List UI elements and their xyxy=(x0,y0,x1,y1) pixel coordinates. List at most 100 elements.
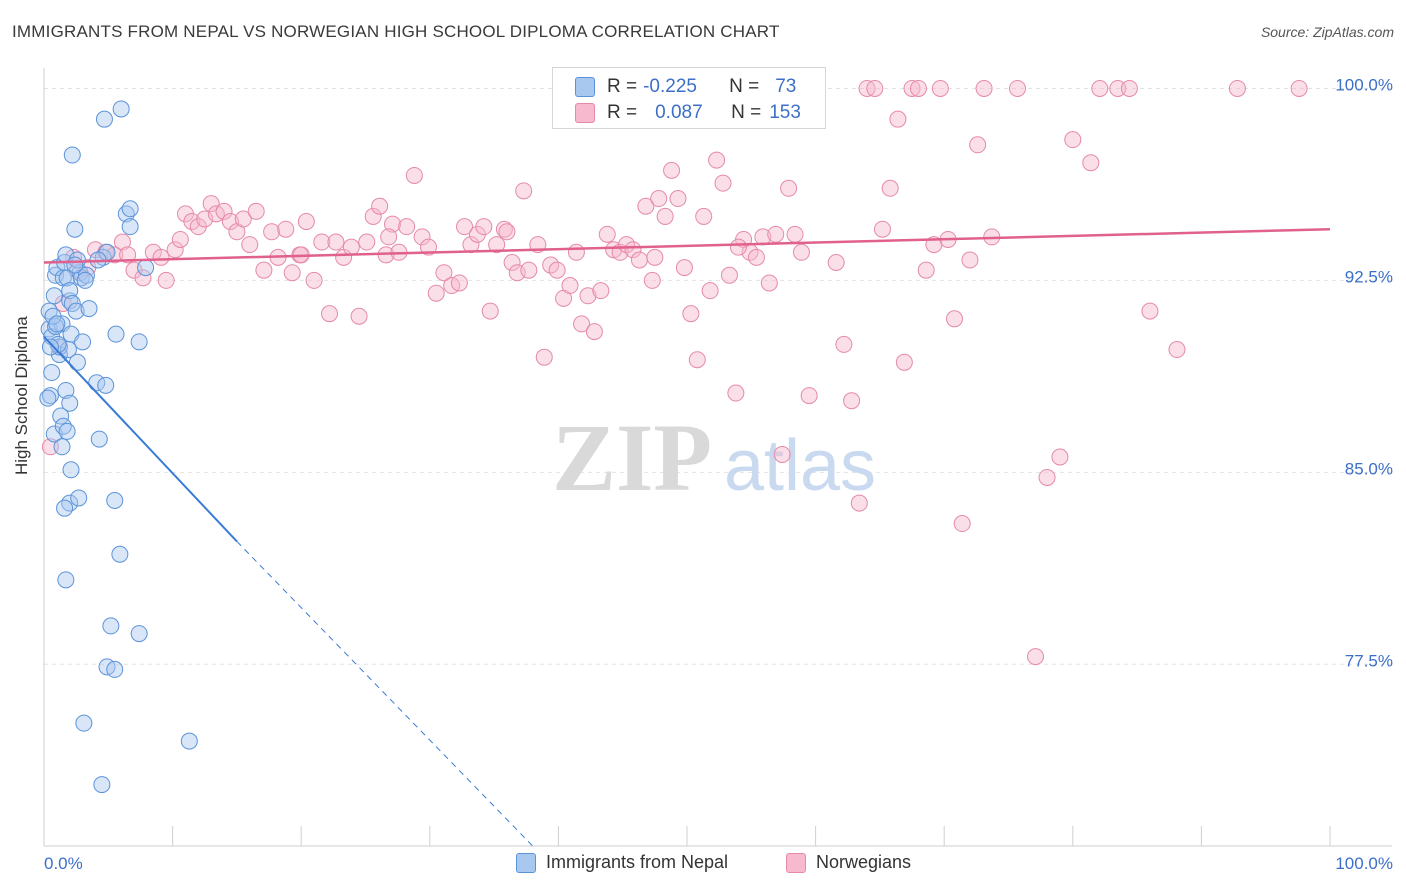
point-norwegians xyxy=(895,353,913,371)
point-norwegians xyxy=(953,515,971,533)
point-nepal xyxy=(111,545,129,563)
watermark-atlas: atlas xyxy=(724,426,876,506)
point-norwegians xyxy=(903,79,921,97)
stats-swatch-nepal xyxy=(575,77,595,97)
point-norwegians xyxy=(320,305,338,323)
point-norwegians xyxy=(427,284,445,302)
point-nepal xyxy=(58,422,76,440)
trend-line-norwegians xyxy=(43,227,1331,264)
point-norwegians xyxy=(663,161,681,179)
stats-r-value: 0.087 xyxy=(655,102,703,123)
point-norwegians xyxy=(488,236,506,254)
x-tick-label: 0.0% xyxy=(44,854,83,873)
point-norwegians xyxy=(371,197,389,215)
point-norwegians xyxy=(327,233,345,251)
point-nepal xyxy=(68,251,86,269)
point-nepal xyxy=(61,292,79,310)
series-norwegians xyxy=(41,79,1308,666)
legend-swatch-nepal xyxy=(516,852,536,873)
point-norwegians xyxy=(247,202,265,220)
legend-item-norwegians[interactable]: Norwegians xyxy=(786,852,911,873)
point-norwegians xyxy=(1141,302,1159,320)
point-norwegians xyxy=(624,241,642,259)
point-norwegians xyxy=(656,207,674,225)
point-norwegians xyxy=(171,230,189,248)
point-norwegians xyxy=(305,271,323,289)
point-norwegians xyxy=(1051,448,1069,466)
x-tick-label: 100.0% xyxy=(1335,854,1393,873)
legend-item-nepal[interactable]: Immigrants from Nepal xyxy=(516,852,728,873)
stats-r-label: R = xyxy=(607,102,638,123)
point-nepal xyxy=(130,333,148,351)
point-nepal xyxy=(68,353,86,371)
point-nepal xyxy=(93,776,111,794)
point-norwegians xyxy=(420,238,438,256)
point-norwegians xyxy=(567,243,585,261)
point-nepal xyxy=(137,259,155,277)
y-tick-label: 100.0% xyxy=(1335,75,1393,94)
point-norwegians xyxy=(800,387,818,405)
point-norwegians xyxy=(873,220,891,238)
point-nepal xyxy=(59,341,77,359)
stats-n-value: 153 xyxy=(769,102,801,123)
point-nepal xyxy=(41,387,59,405)
point-norwegians xyxy=(1168,341,1186,359)
point-nepal xyxy=(95,110,113,128)
stats-r-value: -0.225 xyxy=(643,76,697,97)
point-norwegians xyxy=(917,261,935,279)
point-nepal xyxy=(121,200,139,218)
point-norwegians xyxy=(945,310,963,328)
point-norwegians xyxy=(561,277,579,295)
point-norwegians xyxy=(646,248,664,266)
point-norwegians xyxy=(850,494,868,512)
legend: Immigrants from Nepal Norwegians xyxy=(0,852,1406,876)
point-norwegians xyxy=(630,251,648,269)
point-norwegians xyxy=(498,223,516,241)
point-norwegians xyxy=(714,174,732,192)
point-nepal xyxy=(102,617,120,635)
point-norwegians xyxy=(695,207,713,225)
point-norwegians xyxy=(157,271,175,289)
point-norwegians xyxy=(1109,79,1127,97)
point-norwegians xyxy=(866,79,884,97)
point-norwegians xyxy=(520,261,538,279)
y-tick-label: 77.5% xyxy=(1345,651,1393,670)
point-nepal xyxy=(57,571,75,589)
point-nepal xyxy=(180,732,198,750)
point-norwegians xyxy=(881,179,899,197)
point-norwegians xyxy=(41,438,59,456)
point-norwegians xyxy=(255,261,273,279)
point-norwegians xyxy=(931,79,949,97)
point-norwegians xyxy=(535,348,553,366)
point-nepal xyxy=(66,220,84,238)
point-norwegians xyxy=(1228,79,1246,97)
point-norwegians xyxy=(650,190,668,208)
tick-labels: 77.5% 85.0% 92.5% 100.0% 0.0% 100.0% xyxy=(44,75,1393,873)
point-norwegians xyxy=(503,254,521,271)
point-norwegians xyxy=(221,213,239,231)
point-norwegians xyxy=(384,215,402,233)
point-norwegians xyxy=(495,220,513,238)
point-norwegians xyxy=(827,254,845,271)
point-nepal xyxy=(67,302,85,320)
point-nepal xyxy=(90,430,108,448)
point-norwegians xyxy=(767,225,785,243)
point-norwegians xyxy=(475,218,493,236)
point-norwegians xyxy=(380,228,398,246)
point-norwegians xyxy=(241,236,259,254)
point-norwegians xyxy=(688,351,706,369)
point-norwegians xyxy=(481,302,499,320)
point-nepal xyxy=(130,625,148,643)
point-nepal xyxy=(43,364,61,382)
stats-r-label: R = xyxy=(607,76,638,97)
point-nepal xyxy=(44,307,62,325)
point-nepal xyxy=(61,494,79,512)
point-norwegians xyxy=(598,225,616,243)
point-nepal xyxy=(57,381,75,399)
point-nepal xyxy=(39,389,57,407)
point-norwegians xyxy=(969,136,987,154)
point-nepal xyxy=(63,294,81,312)
point-norwegians xyxy=(364,207,382,225)
legend-swatch-norwegians xyxy=(786,852,806,873)
axes xyxy=(43,68,1392,847)
